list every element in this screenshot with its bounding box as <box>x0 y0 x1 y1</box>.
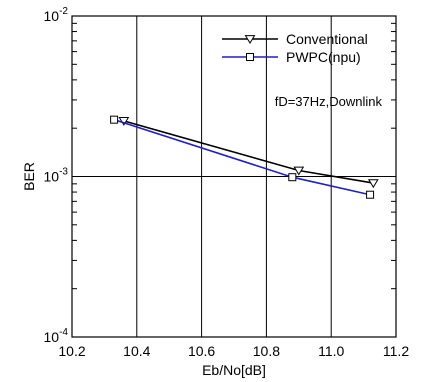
legend-label-pwpc: PWPC(npu) <box>286 49 361 65</box>
series-line-conventional <box>123 120 374 184</box>
legend-marker-conventional <box>244 35 256 45</box>
data-point-pwpc <box>288 173 297 182</box>
axis-ticks: 10.2 10.4 10.6 10.8 11.0 11.2 10-4 10-3 10-2 <box>44 6 410 359</box>
condition-annotation: fD=37Hz,Downlink <box>275 94 383 109</box>
x-tick-label: 10.8 <box>253 343 280 359</box>
data-point-conventional <box>293 166 305 176</box>
plot-frame <box>71 15 397 338</box>
data-point-pwpc <box>366 190 375 199</box>
legend-marker-pwpc <box>246 53 254 61</box>
y-tick-label: 10-2 <box>44 6 69 24</box>
x-tick-label: 10.4 <box>123 343 150 359</box>
y-tick-label: 10-4 <box>44 327 69 345</box>
legend-label-conventional: Conventional <box>286 31 368 47</box>
x-axis-label: Eb/No[dB] <box>202 362 266 378</box>
x-tick-label: 11.2 <box>383 343 409 359</box>
y-axis-label: BER <box>21 162 37 191</box>
y-tick-label: 10-3 <box>44 167 69 185</box>
x-tick-label: 10.6 <box>188 343 215 359</box>
x-tick-label: 11.0 <box>318 343 344 359</box>
series-group <box>110 115 379 199</box>
x-tick-label: 10.2 <box>58 343 85 359</box>
data-point-conventional <box>367 179 379 189</box>
legend: Conventional PWPC(npu) <box>222 31 368 65</box>
grid-lines <box>72 16 396 337</box>
data-point-pwpc <box>110 115 119 124</box>
